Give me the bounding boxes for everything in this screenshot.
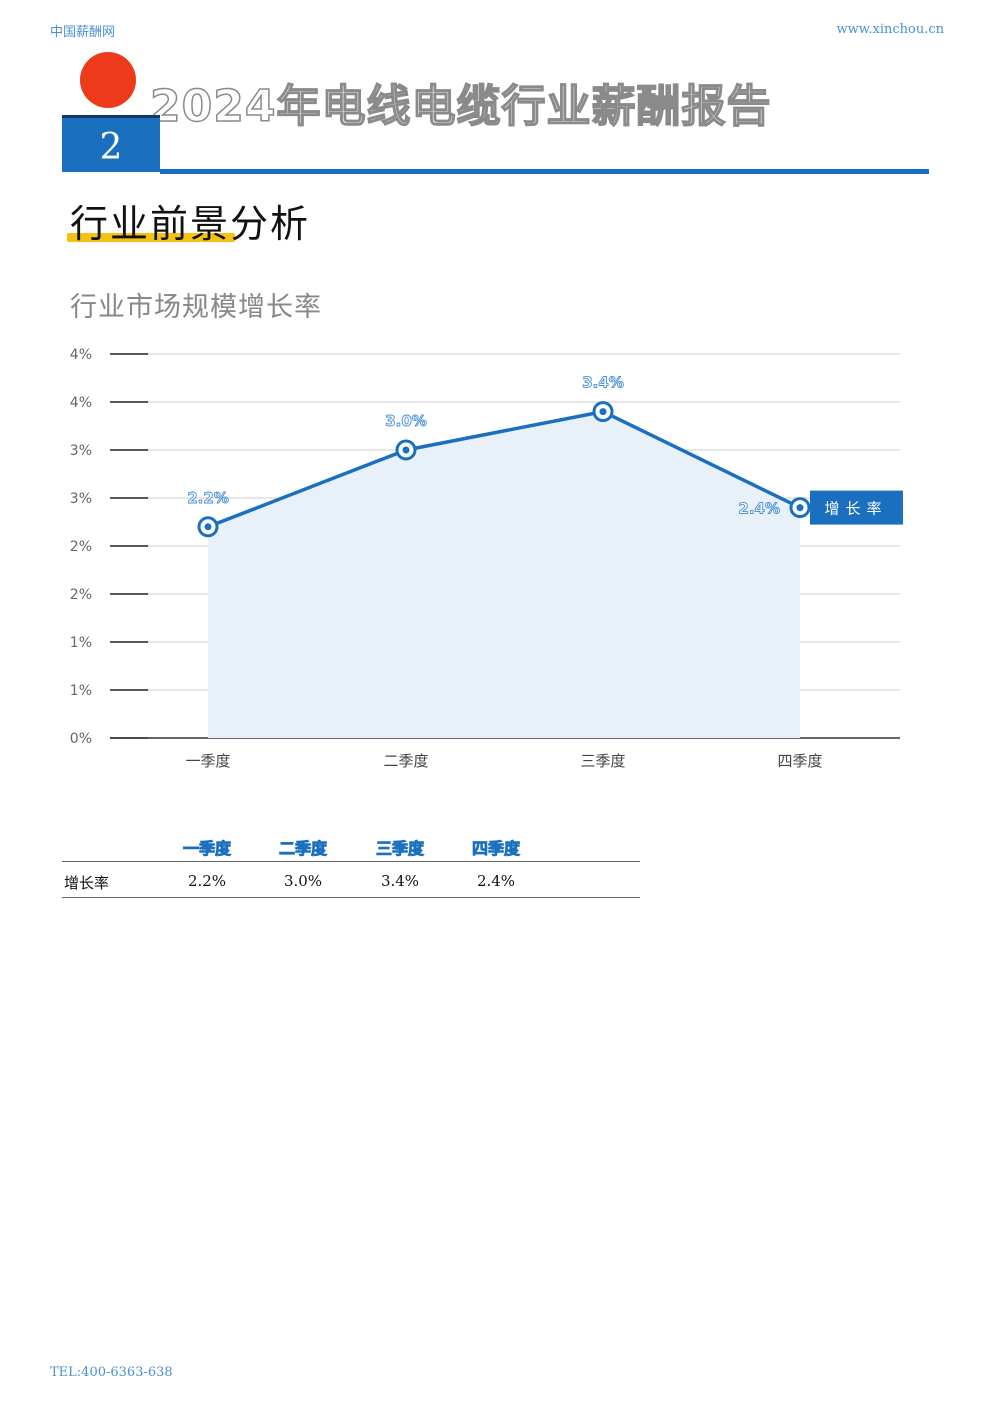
data-point-center — [204, 523, 212, 531]
red-dot-decoration — [80, 52, 136, 108]
x-tick-label: 二季度 — [383, 752, 428, 770]
table-header-q3: 三季度 — [375, 839, 425, 859]
table-cell-q1: 2.2% — [187, 872, 227, 890]
x-tick-label: 四季度 — [777, 752, 822, 770]
y-tick-label: 3% — [70, 491, 92, 507]
y-tick-label: 4% — [70, 395, 92, 411]
section-title: 行业前景分析 — [70, 202, 311, 246]
y-tick-label: 3% — [70, 443, 92, 459]
legend-label: 增长率 — [824, 500, 887, 518]
table-row-label: 增长率 — [64, 874, 110, 892]
y-tick-label: 1% — [70, 683, 92, 699]
table-header-q4: 四季度 — [471, 839, 521, 859]
data-label: 2.4% — [738, 500, 780, 518]
report-title: 2024年电线电缆行业薪酬报告 — [149, 80, 772, 133]
data-point-center — [796, 504, 804, 512]
growth-rate-chart: 0% 1% 1% 2% 2% 3% 3% 4% 4% 2.2% 3.0% 3.4% 2.4% 一季度 二季度… — [70, 347, 903, 770]
table-header-q2: 二季度 — [278, 839, 328, 859]
table-header-row: 一季度 二季度 三季度 四季度 — [62, 826, 640, 862]
y-tick-label: 1% — [70, 635, 92, 651]
data-point-center — [599, 408, 607, 416]
x-tick-label: 三季度 — [580, 752, 625, 770]
data-label: 2.2% — [187, 489, 229, 507]
section-title-underline — [67, 233, 235, 242]
data-point-center — [402, 446, 410, 454]
table-cell-q3: 3.4% — [380, 872, 420, 890]
y-tick-label: 0% — [70, 731, 92, 747]
site-name: 中国薪酬网 — [50, 25, 116, 40]
x-tick-label: 一季度 — [185, 752, 230, 770]
table-header-q1: 一季度 — [182, 839, 232, 859]
table-row: 增长率 2.2% 3.0% 3.4% 2.4% — [62, 862, 640, 898]
y-tick-label: 2% — [70, 539, 92, 555]
data-table: 一季度 二季度 三季度 四季度 增长率 2.2% 3.0% 3.4% 2.4% — [62, 826, 640, 898]
table-cell-q2: 3.0% — [283, 872, 323, 890]
chart-title: 行业市场规模增长率 — [70, 292, 322, 323]
legend-tag — [810, 490, 903, 525]
y-tick-label: 2% — [70, 587, 92, 603]
series-area — [208, 411, 800, 738]
site-url[interactable]: www.xinchou.cn — [836, 22, 944, 37]
header-rule — [160, 169, 929, 174]
data-label: 3.4% — [582, 374, 624, 392]
phone-number[interactable]: TEL:400-6363-638 — [50, 1365, 173, 1380]
chapter-number: 2 — [62, 115, 160, 172]
table-cell-q4: 2.4% — [476, 872, 516, 890]
series-line — [207, 409, 801, 529]
data-label: 3.0% — [385, 412, 427, 430]
y-tick-label: 4% — [70, 347, 92, 363]
